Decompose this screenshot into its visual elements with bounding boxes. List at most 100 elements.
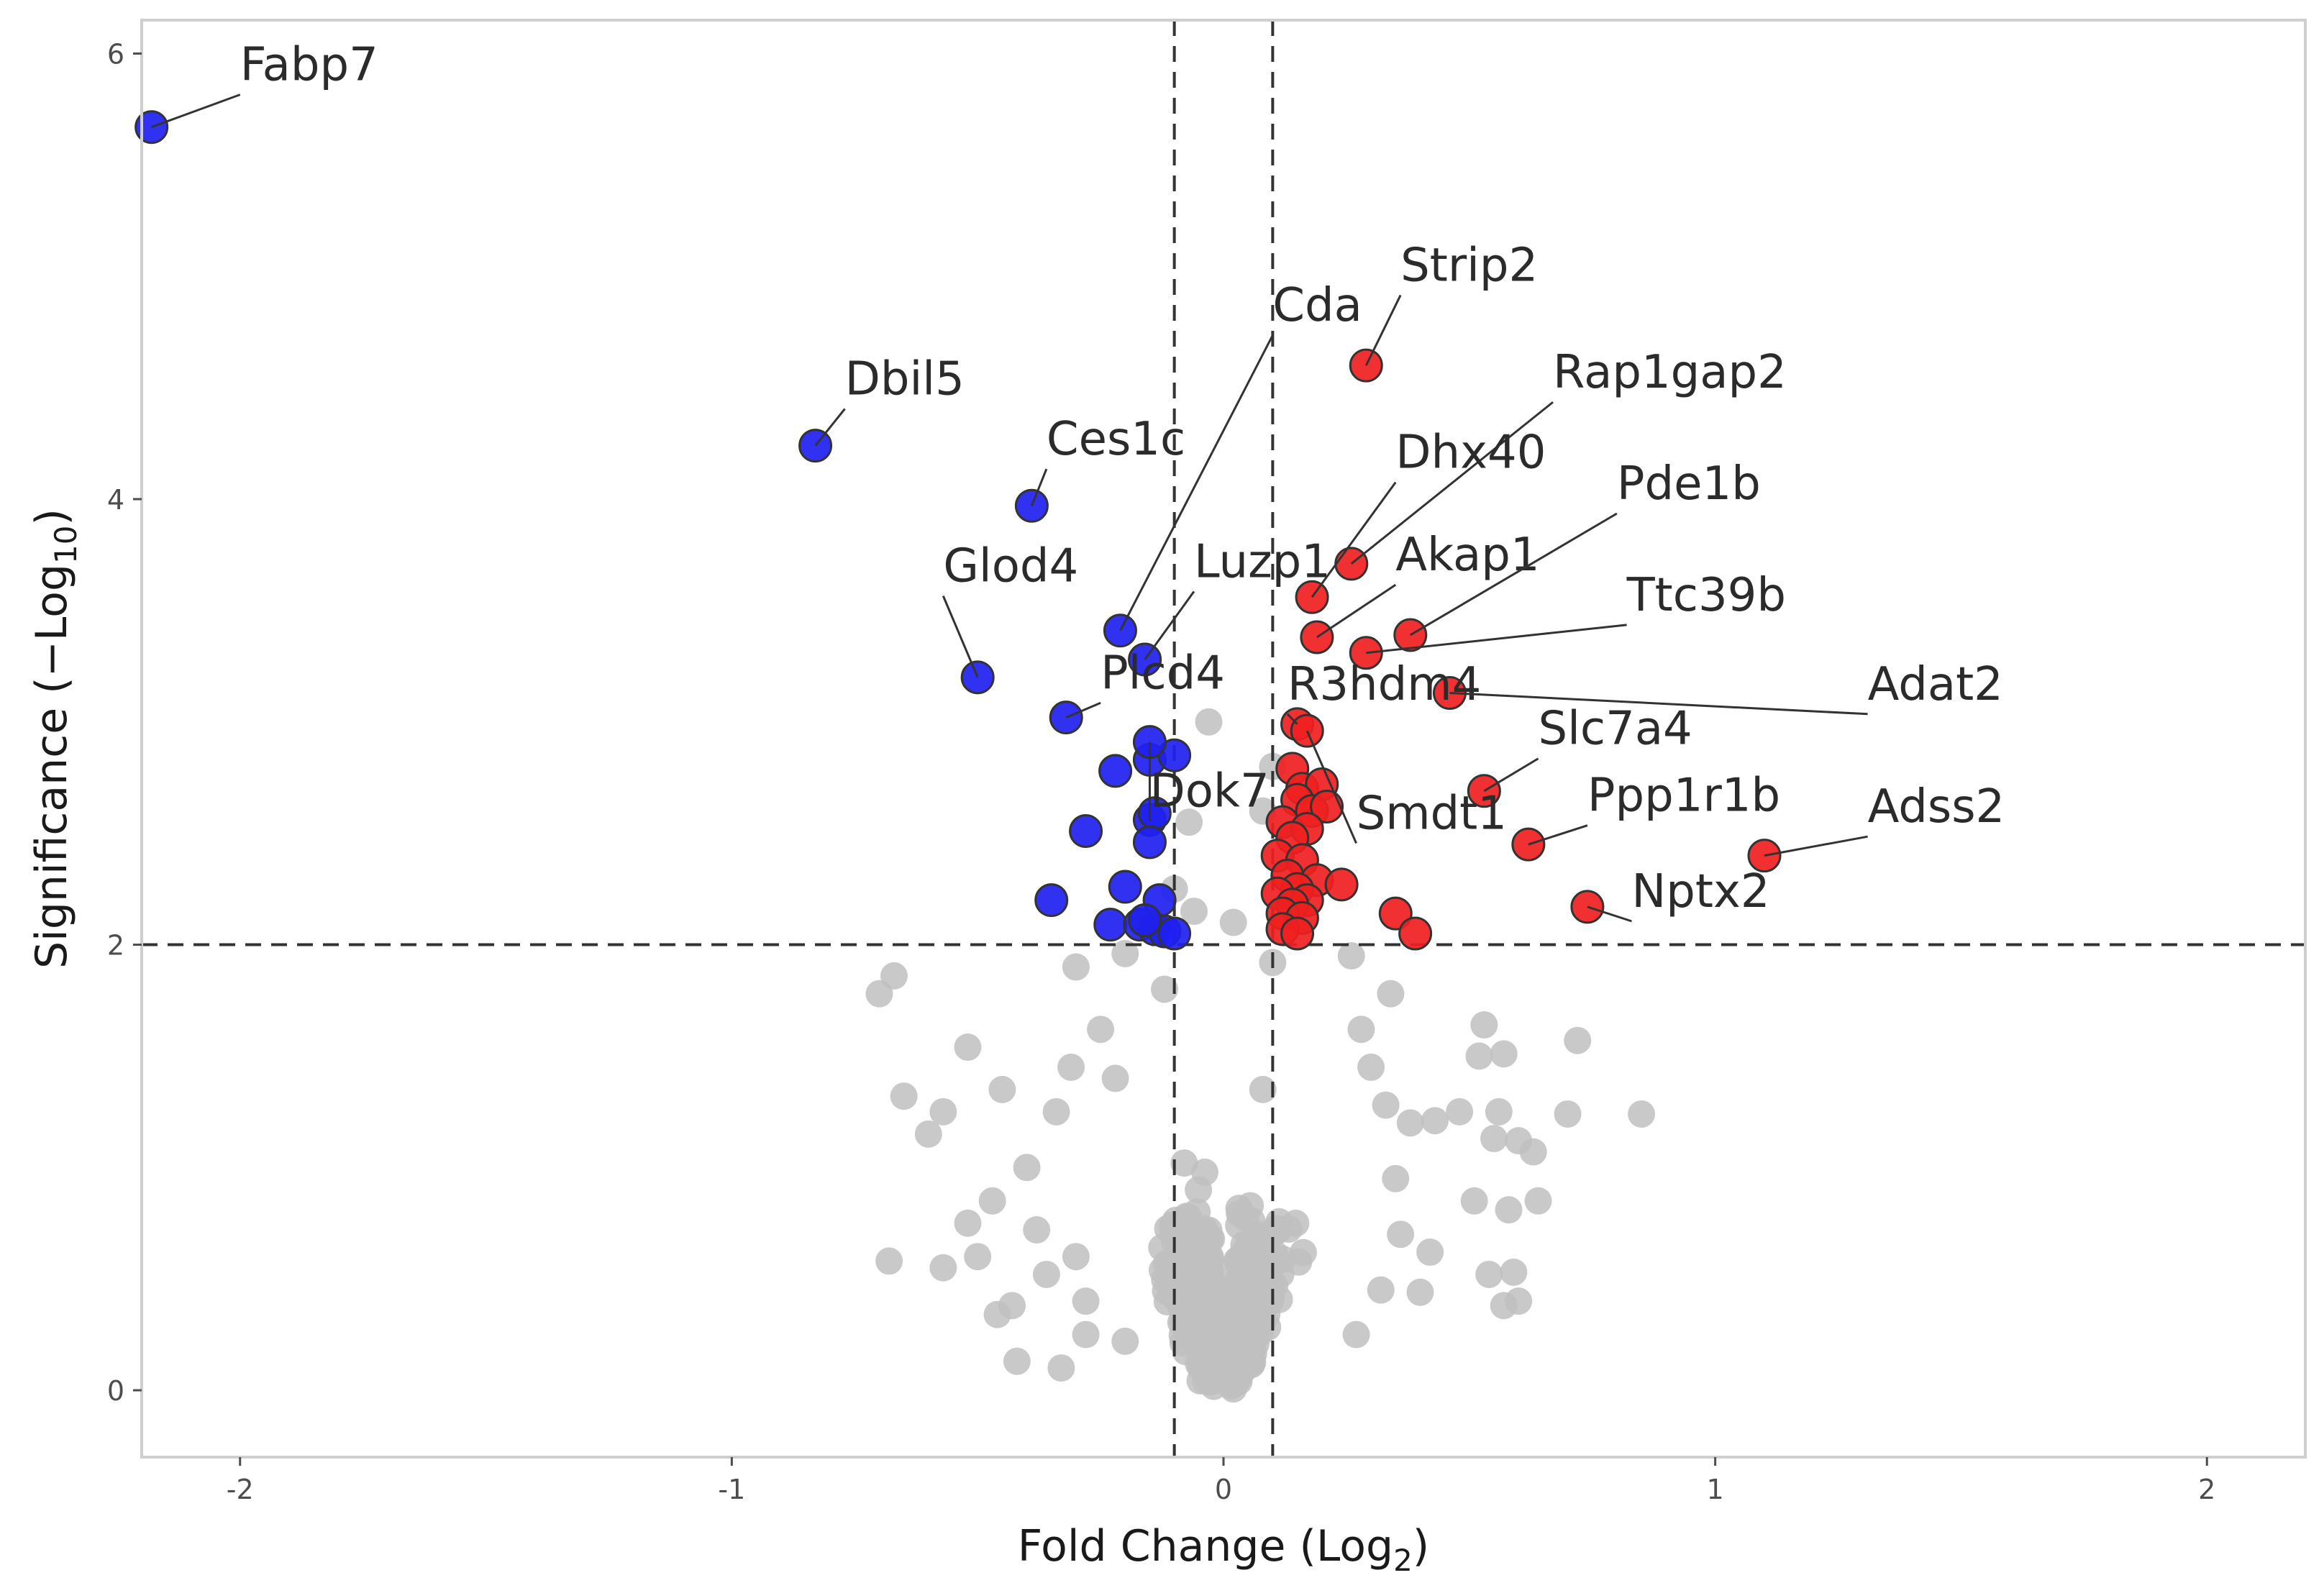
ns-point <box>1195 708 1223 736</box>
y-axis-title: Significance (−Log10) <box>27 508 83 969</box>
ns-point <box>1396 1109 1424 1137</box>
gene-label-pde1b: Pde1b <box>1617 457 1761 511</box>
y-tick-label: 2 <box>107 930 124 962</box>
gene-label-adss2: Adss2 <box>1868 780 2005 834</box>
gene-label-plcd4: Plcd4 <box>1101 647 1225 700</box>
ns-point <box>998 1292 1026 1320</box>
x-tick-label: -1 <box>718 1474 745 1505</box>
ns-point <box>964 1243 992 1271</box>
up-regulated-point <box>1324 867 1359 902</box>
label-connector <box>1449 691 1868 716</box>
non-significant-points <box>865 708 1656 1403</box>
gene-label-dhx40: Dhx40 <box>1395 426 1546 480</box>
ns-point <box>1239 1254 1267 1282</box>
label-connector <box>1587 905 1632 923</box>
ns-point <box>1416 1238 1444 1267</box>
ns-point <box>1032 1260 1060 1288</box>
ns-point <box>954 1209 982 1237</box>
ns-point <box>1505 1127 1533 1155</box>
ns-point <box>1072 1320 1100 1349</box>
ns-point <box>1013 1154 1041 1182</box>
label-connector <box>1305 730 1357 844</box>
y-tick-label: 6 <box>107 38 124 70</box>
ns-point <box>1231 1204 1259 1232</box>
label-connector <box>942 596 979 678</box>
ns-point <box>890 1082 918 1110</box>
ns-point <box>1087 1016 1115 1044</box>
down-regulated-point <box>1128 903 1162 937</box>
ns-point <box>1460 1187 1488 1215</box>
label-connector <box>814 408 846 447</box>
ns-point <box>1219 908 1247 936</box>
ns-point <box>1244 1314 1272 1342</box>
ns-point <box>1062 953 1090 981</box>
y-tick-label: 4 <box>107 484 124 516</box>
gene-label-r3hdm4: R3hdm4 <box>1288 658 1481 711</box>
ns-point <box>929 1254 957 1282</box>
ns-point <box>1524 1187 1552 1215</box>
label-connector <box>1528 824 1588 846</box>
ns-point <box>988 1075 1016 1103</box>
gene-label-ttc39b: Ttc39b <box>1626 569 1786 622</box>
gene-label-nptx2: Nptx2 <box>1631 865 1769 918</box>
ns-point <box>1342 1320 1370 1349</box>
ns-point <box>1475 1260 1503 1288</box>
gene-label-luzp1: Luzp1 <box>1194 535 1331 588</box>
ns-point <box>1193 1352 1221 1380</box>
ns-point <box>1150 975 1178 1003</box>
ns-point <box>1258 1220 1286 1248</box>
down-regulated-point <box>1132 825 1167 859</box>
down-regulated-point <box>1034 883 1069 918</box>
up-regulated-point <box>1310 789 1344 823</box>
ns-point <box>1421 1107 1449 1135</box>
label-connector <box>1119 334 1274 631</box>
ns-point <box>1256 1284 1284 1313</box>
ns-point <box>1490 1040 1518 1068</box>
ns-point <box>1446 1098 1474 1126</box>
gene-label-slc7a4: Slc7a4 <box>1539 703 1692 756</box>
gene-label-akap1: Akap1 <box>1395 529 1539 582</box>
ns-point <box>1564 1026 1592 1054</box>
label-connector <box>151 93 241 129</box>
gene-label-smdt1: Smdt1 <box>1357 787 1507 840</box>
label-connector <box>1065 701 1101 718</box>
ns-point <box>1062 1243 1090 1271</box>
ns-point <box>1152 1249 1180 1277</box>
up-regulated-point <box>1398 916 1433 951</box>
label-connector <box>1483 757 1539 793</box>
ns-point <box>978 1187 1006 1215</box>
label-connector <box>1764 835 1868 857</box>
label-connector <box>1366 624 1627 654</box>
ns-point <box>1111 1327 1139 1355</box>
ns-point <box>1337 942 1365 970</box>
down-regulated-point <box>1098 754 1133 788</box>
x-tick-label: 0 <box>1215 1474 1232 1505</box>
ns-point <box>1485 1098 1513 1126</box>
axes: -2 -1 0 1 2 0 2 4 6 <box>107 38 2216 1505</box>
ns-point <box>1628 1100 1656 1128</box>
gene-label-adat2: Adat2 <box>1868 658 2003 711</box>
gene-label-rap1gap2: Rap1gap2 <box>1553 346 1787 399</box>
ns-point <box>1047 1354 1075 1382</box>
x-tick-label: 1 <box>1707 1474 1724 1505</box>
ns-point <box>1180 1243 1208 1271</box>
label-connector <box>1410 512 1618 636</box>
ns-point <box>1406 1278 1434 1306</box>
ns-point <box>1042 1098 1070 1126</box>
down-regulated-point <box>1093 908 1128 942</box>
gene-label-fabp7: Fabp7 <box>240 39 378 92</box>
label-connector <box>1144 590 1195 660</box>
ns-point <box>1190 1158 1218 1186</box>
down-regulated-point <box>1108 870 1142 904</box>
ns-point <box>1377 980 1405 1008</box>
ns-point <box>875 1247 903 1275</box>
y-tick-label: 0 <box>107 1375 124 1407</box>
ns-point <box>1367 1276 1395 1304</box>
ns-point <box>1111 939 1139 967</box>
ns-point <box>1101 1064 1129 1092</box>
ns-point <box>1347 1016 1375 1044</box>
ns-point <box>1505 1287 1533 1315</box>
ns-point <box>1023 1216 1051 1244</box>
ns-point <box>1357 1053 1385 1081</box>
